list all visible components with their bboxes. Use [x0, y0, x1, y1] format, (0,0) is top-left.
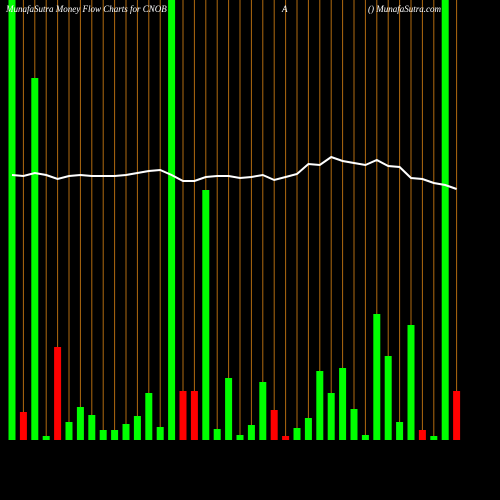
bar — [350, 409, 358, 440]
bar — [190, 391, 198, 440]
bar — [418, 430, 426, 440]
bar — [225, 378, 233, 440]
bar — [453, 391, 461, 440]
bar — [133, 416, 141, 440]
bar — [88, 415, 96, 440]
bar — [361, 435, 369, 440]
bar — [327, 393, 335, 440]
bar — [202, 190, 210, 440]
bar — [384, 356, 392, 440]
bar — [31, 78, 39, 440]
bar — [213, 429, 221, 440]
bar — [54, 347, 62, 440]
bar — [430, 436, 438, 440]
bar — [76, 407, 84, 440]
bar — [168, 0, 176, 440]
bar — [247, 425, 255, 440]
bar — [293, 428, 301, 440]
bar — [8, 0, 16, 440]
bar — [99, 430, 107, 440]
bar — [259, 382, 267, 440]
bar — [65, 422, 73, 440]
bar — [42, 436, 50, 440]
bar — [19, 412, 27, 440]
bar — [282, 436, 290, 440]
bar — [179, 391, 187, 440]
bar — [156, 427, 164, 440]
bar — [316, 371, 324, 440]
bar — [145, 393, 153, 440]
chart-title: MunafaSutra Money Flow Charts for CNOB — [5, 4, 167, 14]
bar — [111, 430, 119, 440]
bar — [396, 422, 404, 440]
chart-subtitle: A — [281, 4, 288, 14]
price-line — [11, 155, 457, 190]
bar — [270, 410, 278, 440]
source: () MunafaSutra.com — [368, 4, 441, 14]
bar — [122, 424, 130, 440]
bar — [373, 314, 381, 440]
bar — [236, 435, 244, 440]
bar — [407, 325, 415, 440]
bar — [304, 418, 312, 440]
bar — [339, 368, 347, 440]
bar — [441, 0, 449, 440]
